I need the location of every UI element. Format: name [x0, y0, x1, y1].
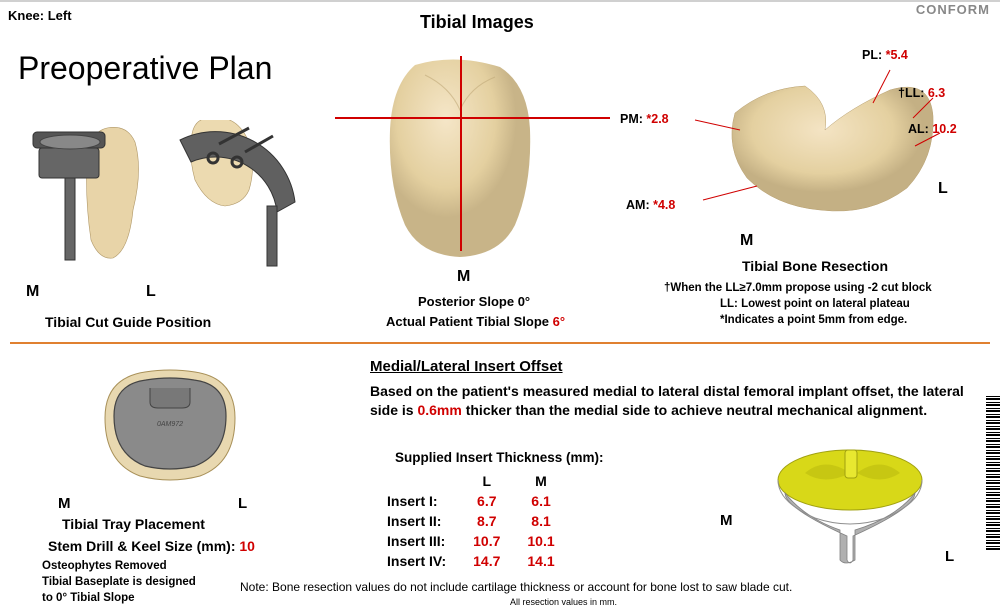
- stem-caption: Stem Drill & Keel Size (mm): 10: [48, 538, 255, 554]
- offset-title: Medial/Lateral Insert Offset: [370, 358, 563, 375]
- am-val: *4.8: [653, 198, 675, 212]
- logo: CONFORM: [916, 2, 990, 17]
- thickness-cell: 14.7: [473, 552, 525, 570]
- horizontal-rule: [10, 342, 990, 344]
- ll-val: 6.3: [928, 86, 945, 100]
- osteo-line: Osteophytes Removed: [42, 560, 167, 572]
- col2-caption-2: Actual Patient Tibial Slope 6°: [386, 314, 565, 329]
- pm-val: *2.8: [646, 112, 668, 126]
- thickness-cell: 8.1: [527, 512, 579, 530]
- pl-text: PL:: [862, 48, 886, 62]
- baseplate-line-2: to 0° Tibial Slope: [42, 592, 135, 604]
- thickness-cell: 8.7: [473, 512, 525, 530]
- col2-caption-1: Posterior Slope 0°: [418, 294, 530, 309]
- al-label: AL: 10.2: [908, 122, 957, 136]
- offset-paragraph: Based on the patient's measured medial t…: [370, 382, 975, 420]
- thickness-table: L M Insert I: 6.7 6.1 Insert II: 8.7 8.1…: [385, 470, 582, 572]
- col1-lateral-label: L: [146, 283, 156, 301]
- crosshair-horizontal: [335, 117, 610, 119]
- stem-val: 10: [239, 538, 255, 554]
- thickness-cell: 6.7: [473, 492, 525, 510]
- thickness-row-name: Insert I:: [387, 492, 471, 510]
- insert-lateral-label: L: [945, 548, 954, 565]
- col3-medial-label: M: [740, 232, 753, 250]
- insert-medial-label: M: [720, 512, 733, 529]
- offset-para-suffix: thicker than the medial side to achieve …: [462, 402, 927, 418]
- al-val: 10.2: [932, 122, 956, 136]
- thickness-col-l: L: [473, 472, 525, 490]
- section-title: Tibial Images: [420, 12, 534, 33]
- al-text: AL:: [908, 122, 932, 136]
- cut-guide-image: [15, 120, 305, 270]
- pl-label: PL: *5.4: [862, 48, 908, 62]
- footer-subnote: All resection values in mm.: [510, 597, 617, 607]
- ll-label: †LL: 6.3: [898, 86, 945, 100]
- thickness-cell: 10.1: [527, 532, 579, 550]
- col3-title: Tibial Bone Resection: [742, 258, 888, 274]
- ll-text: †LL:: [898, 86, 928, 100]
- tray-medial-label: M: [58, 495, 71, 512]
- barcode: [986, 395, 1000, 550]
- col3-note2: LL: Lowest point on lateral plateau: [720, 298, 910, 310]
- am-text: AM:: [626, 198, 653, 212]
- thickness-cell: 6.1: [527, 492, 579, 510]
- bone-resection-image: [655, 58, 965, 223]
- thickness-row-name: Insert IV:: [387, 552, 471, 570]
- thickness-cell: 10.7: [473, 532, 525, 550]
- baseplate-line-1: Tibial Baseplate is designed: [42, 576, 196, 588]
- svg-text:0AM972: 0AM972: [157, 421, 183, 428]
- thickness-cell: 14.1: [527, 552, 579, 570]
- thickness-row-name: Insert II:: [387, 512, 471, 530]
- thickness-row-name: Insert III:: [387, 532, 471, 550]
- stem-prefix: Stem Drill & Keel Size (mm):: [48, 538, 239, 554]
- tray-placement-image: 0AM972: [80, 358, 260, 488]
- col2-medial-label: M: [457, 268, 470, 286]
- knee-label: Knee: Left: [8, 8, 72, 23]
- col3-note1: †When the LL≥7.0mm propose using -2 cut …: [664, 282, 932, 294]
- pm-text: PM:: [620, 112, 646, 126]
- thickness-col-m: M: [527, 472, 579, 490]
- col2-caption-2-value: 6°: [553, 314, 565, 329]
- top-divider: [0, 0, 1000, 2]
- col2-caption-2-prefix: Actual Patient Tibial Slope: [386, 314, 553, 329]
- page-title: Preoperative Plan: [18, 50, 272, 87]
- col1-caption: Tibial Cut Guide Position: [45, 314, 211, 330]
- tray-lateral-label: L: [238, 495, 247, 512]
- insert-3d-image: [765, 438, 935, 568]
- pl-val: *5.4: [886, 48, 908, 62]
- col1-medial-label: M: [26, 283, 39, 301]
- thickness-title: Supplied Insert Thickness (mm):: [395, 450, 604, 465]
- offset-para-val: 0.6mm: [417, 402, 461, 418]
- pm-label: PM: *2.8: [620, 112, 669, 126]
- col3-lateral-label: L: [938, 180, 948, 198]
- col3-note3: *Indicates a point 5mm from edge.: [720, 314, 907, 326]
- footer-note: Note: Bone resection values do not inclu…: [240, 580, 792, 594]
- tray-caption: Tibial Tray Placement: [62, 516, 205, 532]
- crosshair-vertical: [460, 56, 462, 251]
- am-label: AM: *4.8: [626, 198, 675, 212]
